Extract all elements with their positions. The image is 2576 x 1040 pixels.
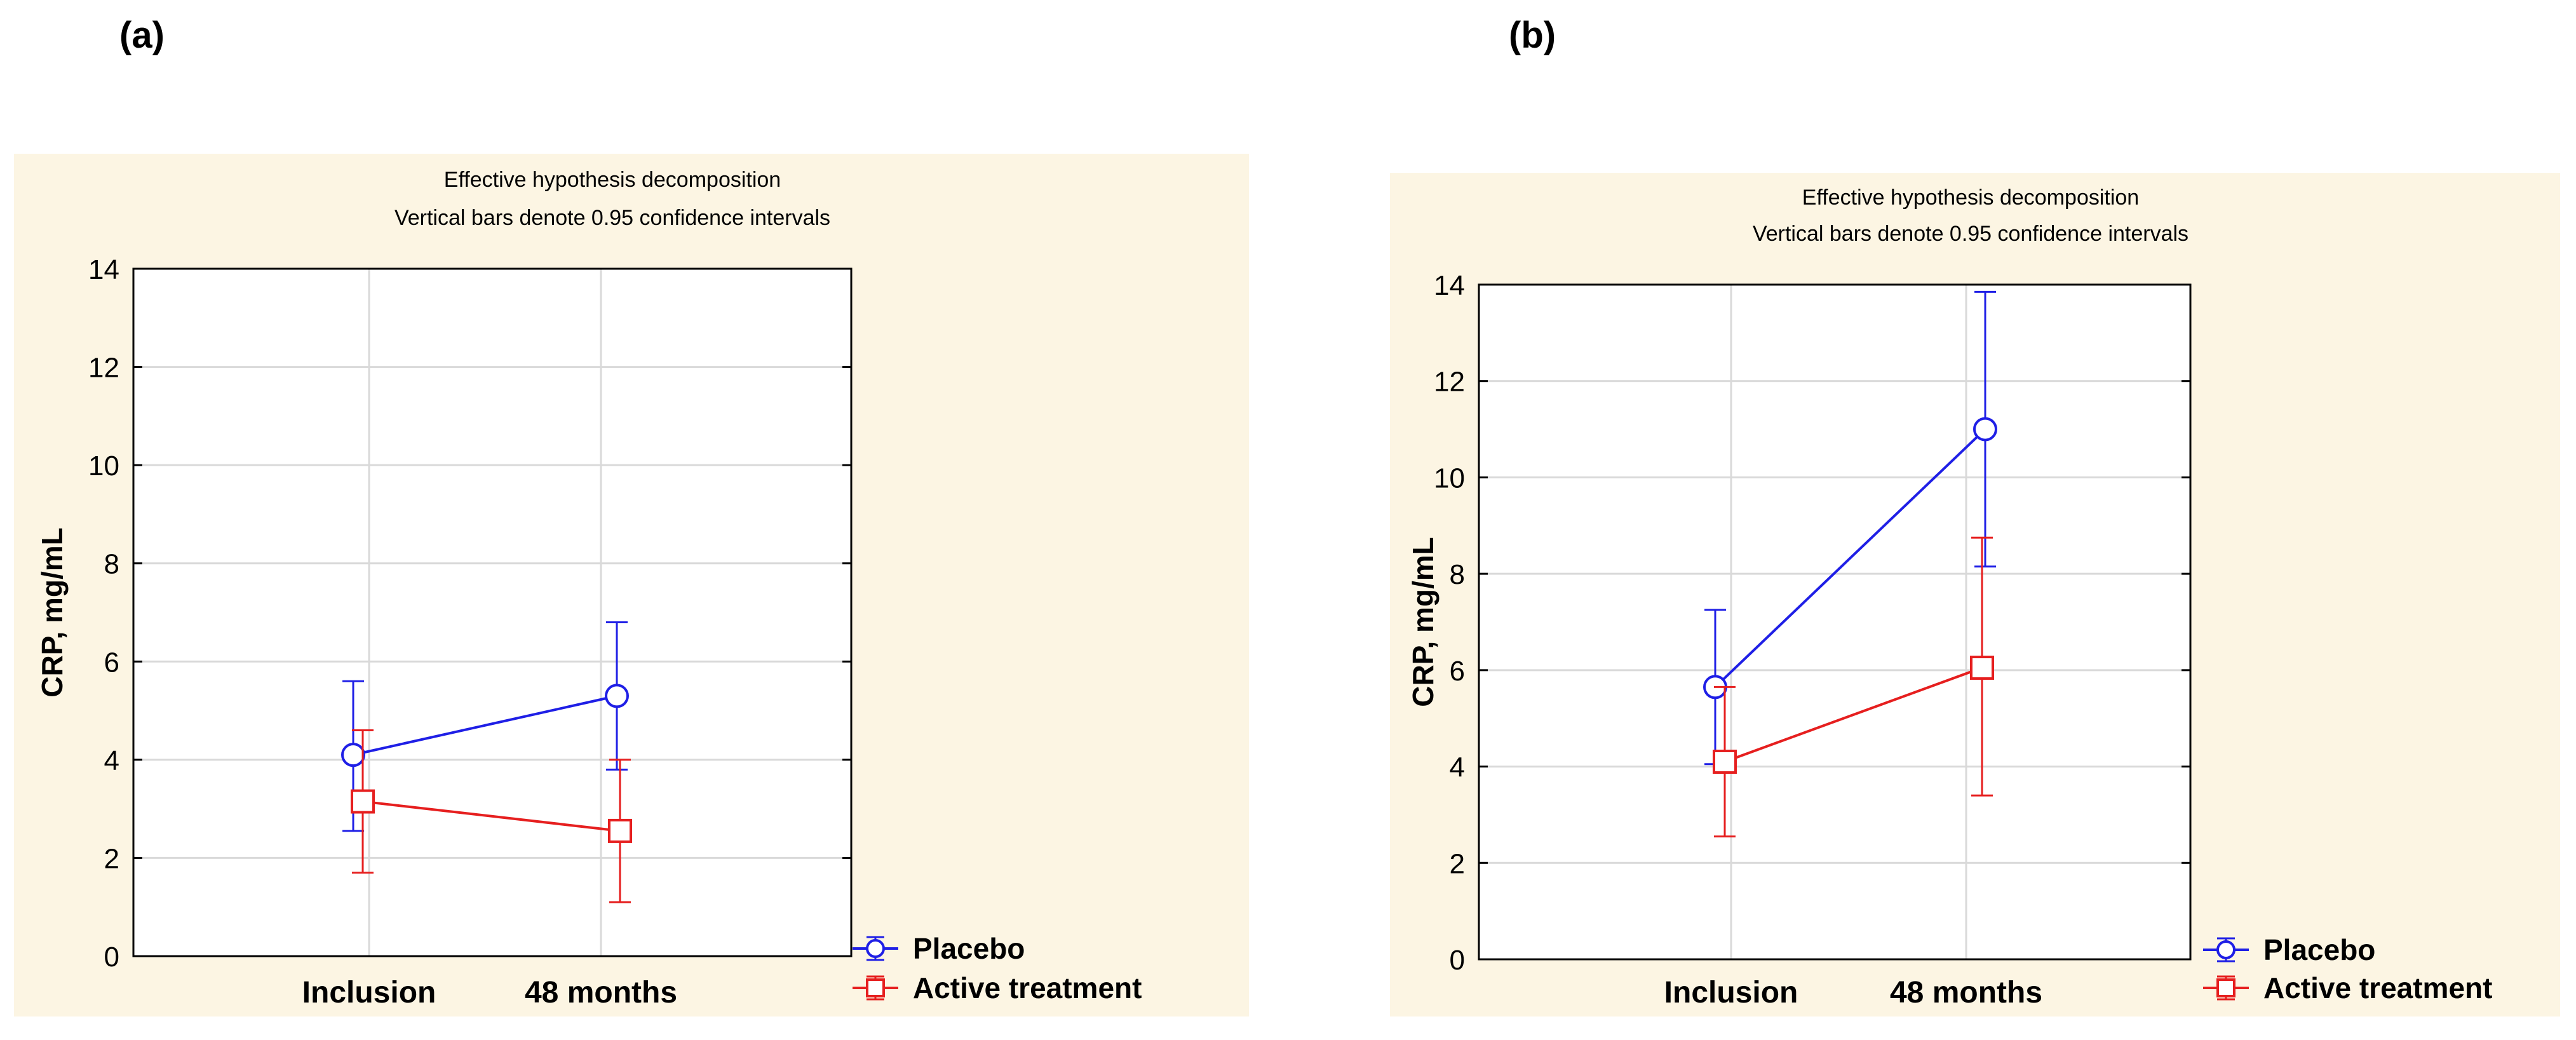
- series-line-placebo: [1714, 428, 1986, 688]
- data-point-placebo: [605, 684, 629, 708]
- y-tick-label: 4: [104, 745, 119, 776]
- legend-label: Active treatment: [2263, 971, 2492, 1004]
- y-axis-label: CRP, mg/mL: [36, 527, 69, 698]
- legend-marker: [866, 978, 885, 997]
- data-point-active-treatment: [608, 818, 632, 843]
- plot-frame: [132, 267, 853, 957]
- y-tick-label: 6: [1450, 656, 1465, 687]
- y-tick-label: 12: [1434, 367, 1465, 398]
- data-point-active-treatment: [351, 789, 375, 814]
- x-tick-label: Inclusion: [302, 976, 436, 1010]
- series-line-placebo: [353, 694, 617, 757]
- y-tick-label: 8: [1450, 559, 1465, 590]
- panel-label-a: (a): [119, 15, 165, 56]
- data-point-placebo: [341, 743, 365, 767]
- y-tick-label: 4: [1450, 752, 1465, 783]
- chart-panel-a: 0 2 4 6 8 10 12 14 Inclusion 48 months Effective h…: [14, 154, 1249, 1016]
- y-tick-label: 0: [104, 942, 119, 973]
- legend-marker: [2216, 940, 2235, 959]
- legend-marker: [2216, 978, 2235, 997]
- y-tick-label: 12: [88, 353, 119, 384]
- y-tick-label: 14: [1434, 270, 1465, 301]
- data-point-active-treatment: [1970, 656, 1994, 680]
- y-tick-label: 2: [104, 843, 119, 874]
- plot-frame: [1478, 283, 2192, 961]
- y-tick-label: 6: [104, 647, 119, 678]
- legend-marker: [866, 939, 885, 958]
- series-line-active-treatment: [362, 800, 621, 832]
- x-tick-label: 48 months: [1890, 976, 2042, 1010]
- chart-subtitle: Vertical bars denote 0.95 confidence int…: [394, 206, 830, 230]
- y-axis-label: CRP, mg/mL: [1406, 537, 1440, 707]
- y-tick-label: 10: [88, 450, 119, 482]
- data-point-placebo: [1973, 417, 1997, 442]
- chart-panel-b: 0 2 4 6 8 10 12 14 Inclusion 48 months Effective h…: [1390, 173, 2560, 1016]
- y-tick-label: 0: [1450, 945, 1465, 976]
- y-tick-label: 8: [104, 549, 119, 580]
- y-tick-label: 14: [88, 254, 119, 285]
- panel-label-b: (b): [1509, 15, 1556, 56]
- legend-label: Placebo: [2263, 933, 2375, 966]
- plot-area: [133, 269, 851, 956]
- chart-title: Effective hypothesis decomposition: [1802, 186, 2139, 210]
- y-tick-label: 2: [1450, 848, 1465, 879]
- chart-title: Effective hypothesis decomposition: [444, 168, 781, 192]
- plot-area: [1479, 285, 2190, 959]
- x-tick-label: Inclusion: [1664, 976, 1798, 1010]
- series-line-active-treatment: [1724, 666, 1983, 763]
- chart-subtitle: Vertical bars denote 0.95 confidence int…: [1753, 222, 2188, 246]
- y-tick-label: 10: [1434, 463, 1465, 494]
- legend-label: Placebo: [913, 932, 1025, 965]
- data-point-active-treatment: [1713, 749, 1737, 774]
- legend-label: Active treatment: [913, 971, 1142, 1004]
- x-tick-label: 48 months: [525, 976, 677, 1010]
